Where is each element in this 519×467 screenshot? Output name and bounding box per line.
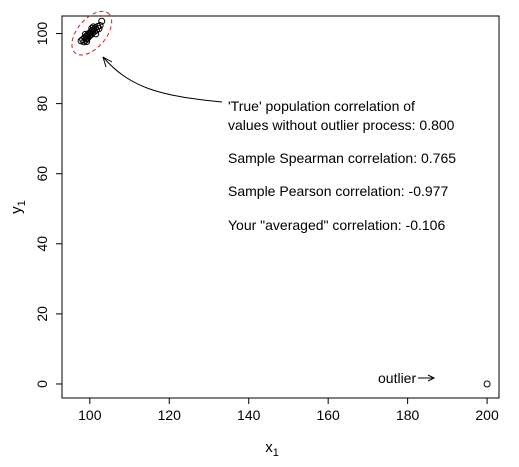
ellipse-outline [71,10,113,56]
y-tick-label: 80 [34,96,50,112]
y-tick-label: 20 [34,306,50,322]
data-point [98,17,106,25]
data-point [96,21,104,29]
data-point [483,380,491,388]
annotation-averaged: Your "averaged" correlation: -0.106 [228,217,445,233]
data-point [81,30,89,38]
y-tick-label: 100 [34,22,50,46]
x-tick-label: 180 [396,407,420,423]
annotation-line-1: 'True' population correlation of [228,98,415,114]
x-tick-label: 200 [475,407,499,423]
x-tick-label: 120 [158,407,182,423]
data-point [88,24,96,32]
annotation-arrowhead [102,56,113,68]
confidence-ellipse [71,10,113,56]
x-axis-label: x1 [265,439,279,459]
annotation-line-2: values without outlier process: 0.800 [228,117,455,133]
annotation-arrow [102,56,223,103]
annotation-spearman: Sample Spearman correlation: 0.765 [228,150,456,166]
data-point [83,38,91,46]
x-tick-label: 100 [78,407,102,423]
data-point [92,30,100,38]
plot-box [61,15,500,399]
y-tick-label: 40 [34,236,50,252]
data-points [77,17,491,388]
x-tick-label: 160 [316,407,340,423]
x-tick-label: 140 [237,407,261,423]
y-axis: 0 20 40 60 80 100 [34,22,62,388]
outlier-label: outlier [378,370,416,386]
data-point [85,32,93,40]
y-tick-label: 60 [34,166,50,182]
outlier-arrowhead [427,374,436,382]
x-axis: 100 120 140 160 180 200 [78,398,499,423]
y-tick-label: 0 [34,380,50,388]
annotation-pearson: Sample Pearson correlation: -0.977 [228,183,448,199]
data-point [89,23,97,31]
y-axis-label: y1 [8,200,28,214]
